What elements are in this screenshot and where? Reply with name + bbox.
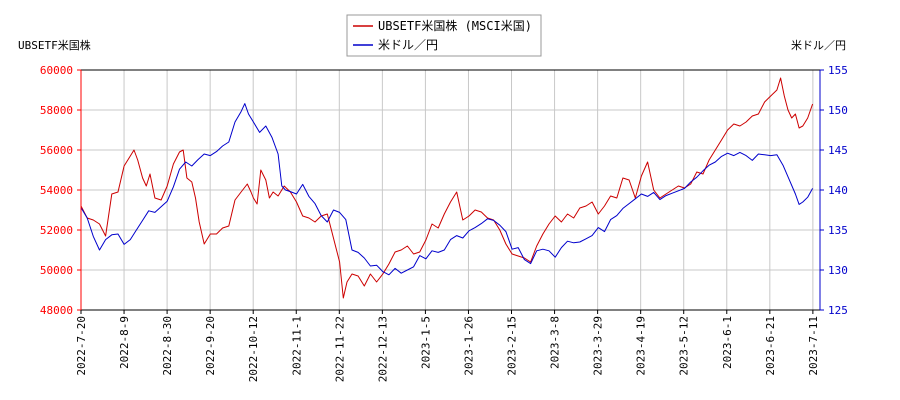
- grid: [80, 69, 820, 311]
- legend-label-0: UBSETF米国株 (MSCI米国): [378, 18, 532, 33]
- left-tick-label: 50000: [40, 264, 73, 277]
- right-tick-label: 135: [828, 224, 848, 237]
- x-tick-label: 2023-6-1: [721, 316, 734, 369]
- x-tick-label: 2023-5-12: [678, 316, 691, 376]
- legend-box: [346, 14, 542, 57]
- left-tick-label: 58000: [40, 104, 73, 117]
- x-tick-label: 2023-2-15: [506, 316, 519, 376]
- right-tick-label: 145: [828, 144, 848, 157]
- right-axis-ticks: 125 130 135 140 145 150 155: [819, 64, 848, 317]
- x-tick-label: 2022-7-20: [75, 316, 88, 376]
- right-tick-label: 150: [828, 104, 848, 117]
- left-tick-label: 54000: [40, 184, 73, 197]
- x-tick-label: 2022-9-20: [204, 316, 217, 376]
- x-tick-label: 2023-3-8: [549, 316, 562, 369]
- x-tick-label: 2022-11-1: [290, 316, 303, 376]
- right-tick-label: 140: [828, 184, 848, 197]
- left-axis-title: UBSETF米国株: [18, 38, 91, 52]
- x-tick-label: 2023-6-21: [764, 316, 777, 376]
- x-tick-label: 2022-12-13: [376, 316, 389, 382]
- x-tick-label: 2022-8-30: [161, 316, 174, 376]
- left-tick-label: 52000: [40, 224, 73, 237]
- left-tick-label: 56000: [40, 144, 73, 157]
- series-layer: [80, 77, 814, 299]
- x-tick-label: 2022-11-22: [333, 316, 346, 382]
- x-tick-label: 2023-7-11: [807, 316, 820, 376]
- left-axis-ticks: 48000 50000 52000 54000 56000 58000 60000: [40, 64, 82, 317]
- legend: UBSETF米国株 (MSCI米国) 米ドル／円: [346, 14, 542, 57]
- right-tick-label: 130: [828, 264, 848, 277]
- left-tick-label: 60000: [40, 64, 73, 77]
- right-tick-label: 155: [828, 64, 848, 77]
- right-tick-label: 125: [828, 304, 848, 317]
- x-tick-label: 2023-4-19: [635, 316, 648, 376]
- x-tick-label: 2022-8-9: [118, 316, 131, 369]
- series-line-1: [80, 103, 814, 276]
- x-tick-label: 2023-1-5: [419, 316, 432, 369]
- x-tick-label: 2023-3-29: [592, 316, 605, 376]
- x-axis-ticks: 2022-7-20 2022-8-9 2022-8-30 2022-9-20 2022-…: [75, 310, 820, 382]
- x-tick-label: 2022-10-12: [247, 316, 260, 382]
- legend-label-1: 米ドル／円: [378, 38, 438, 52]
- left-tick-label: 48000: [40, 304, 73, 317]
- right-axis-title: 米ドル／円: [791, 39, 846, 52]
- x-tick-label: 2023-1-26: [462, 316, 475, 376]
- series-line-0: [80, 77, 814, 299]
